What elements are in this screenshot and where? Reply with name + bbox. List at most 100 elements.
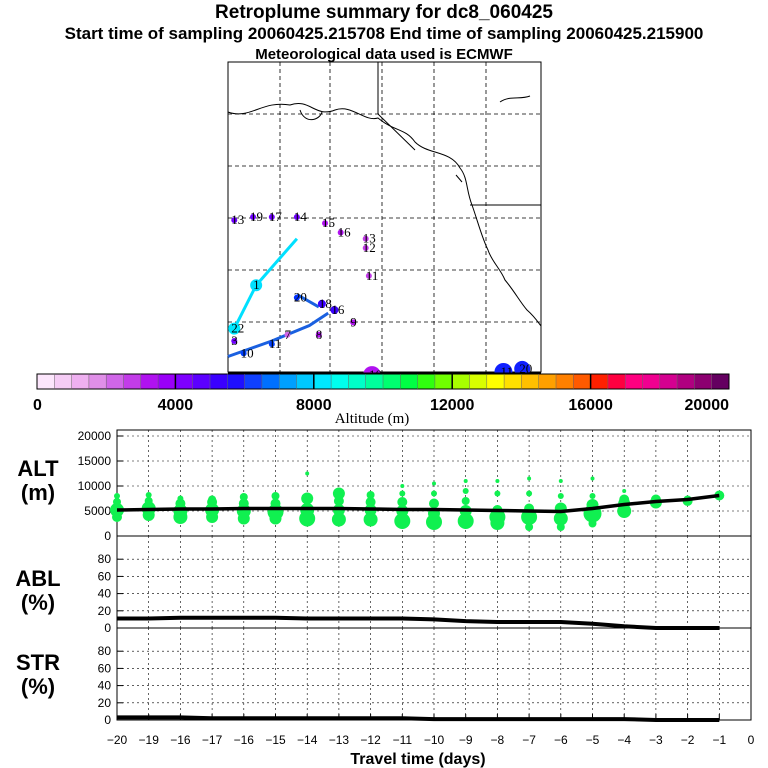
colorbar-swatch — [607, 374, 626, 389]
altitude-cluster-point — [399, 490, 406, 497]
trajectory-track — [227, 311, 330, 358]
x-axis-label: Travel time (days) — [350, 751, 485, 768]
x-tick-label: 0 — [748, 733, 755, 747]
altitude-cluster-point — [589, 493, 596, 499]
x-tick-label: −16 — [234, 733, 255, 747]
colorbar-swatch — [452, 374, 470, 389]
trajectory-point — [362, 235, 369, 242]
x-tick-label: −17 — [202, 733, 223, 747]
trajectory-point-label: 17 — [269, 209, 283, 224]
trajectory-point — [268, 341, 275, 348]
x-tick-label: −13 — [329, 733, 350, 747]
altitude-cluster-point — [426, 514, 442, 530]
colorbar-swatch — [54, 374, 73, 389]
altitude-cluster-point — [494, 490, 501, 497]
x-tick-label: −2 — [681, 733, 695, 747]
colorbar-swatch — [348, 374, 367, 389]
y-tick-label: 40 — [98, 679, 112, 693]
x-tick-label: −6 — [554, 733, 568, 747]
altitude-cluster-point — [429, 498, 439, 509]
y-tick-label: 20 — [98, 604, 112, 618]
trajectory-point-label: 9 — [350, 314, 357, 329]
altitude-cluster-point — [332, 487, 345, 500]
trajectory-point — [250, 279, 263, 292]
colorbar-swatch — [625, 374, 643, 389]
colorbar-tick-label: 8000 — [296, 397, 332, 414]
time-series-panels: 05000100001500020000ALT(m)020406080ABL(%… — [15, 429, 754, 768]
colorbar-swatch — [434, 374, 453, 389]
y-tick-label: 15000 — [78, 454, 112, 468]
altitude-cluster-point — [590, 476, 595, 481]
altitude-cluster-point — [366, 491, 375, 499]
colorbar-swatch — [296, 374, 315, 389]
altitude-cluster-point — [461, 497, 470, 505]
colorbar-swatch — [279, 374, 297, 389]
colorbar-swatch — [331, 374, 349, 389]
trajectory-point-label: 16 — [338, 225, 352, 240]
colorbar-tick-label: 12000 — [430, 397, 475, 414]
trajectory-point — [365, 272, 372, 279]
panel-ylabel: (m) — [21, 480, 55, 505]
trajectory-point — [322, 220, 329, 227]
trajectory-point — [293, 214, 300, 220]
median-altitude-line — [116, 493, 720, 514]
panel-ylabel: (%) — [21, 674, 55, 699]
colorbar-swatch — [677, 374, 695, 389]
colorbar-swatch — [192, 374, 211, 389]
y-tick-label: 0 — [104, 621, 111, 635]
x-tick-label: −14 — [297, 733, 318, 747]
colorbar-swatch — [158, 374, 176, 389]
trajectory-point-label: 18 — [319, 296, 332, 311]
coastline — [227, 103, 542, 327]
x-tick-label: −3 — [649, 733, 663, 747]
map-bottom-edge — [228, 372, 541, 374]
altitude-colorbar: 0 4000 8000 12000 16000 20000 Altitude (m) — [33, 373, 730, 427]
altitude-cluster-point — [463, 479, 468, 483]
altitude-cluster-point — [144, 497, 153, 505]
trajectory-point-label: 20 — [294, 290, 307, 305]
altitude-cluster-point — [527, 476, 532, 481]
panel-ylabel: ABL — [15, 566, 60, 591]
y-tick-label: 40 — [98, 587, 112, 601]
colorbar-swatch — [71, 374, 90, 389]
trajectory-point — [330, 306, 339, 314]
trajectory-point-label: 20 — [519, 361, 532, 376]
altitude-cluster-point — [271, 492, 280, 500]
colorbar-swatch — [642, 374, 661, 389]
trajectory-point-label: 16 — [331, 302, 345, 317]
altitude-cluster-point — [619, 494, 630, 505]
y-tick-label: 0 — [104, 713, 111, 727]
trajectory-point — [231, 217, 238, 224]
colorbar-swatch — [365, 374, 384, 389]
altitude-cluster-point — [525, 523, 534, 531]
colorbar-swatch — [227, 374, 246, 389]
altitude-cluster-point — [431, 490, 437, 497]
colorbar-tick-label: 4000 — [158, 397, 194, 414]
x-tick-label: −5 — [586, 733, 600, 747]
x-tick-label: −19 — [139, 733, 160, 747]
colorbar-swatch — [140, 374, 159, 389]
altitude-cluster-point — [462, 488, 469, 494]
colorbar-tick-label: 0 — [33, 397, 42, 414]
trajectory-point-label: 15 — [322, 215, 335, 230]
panel-alt: 0 5000 10000 15000 20000 ALT(m) — [17, 429, 752, 543]
trajectory-point — [240, 350, 247, 357]
colorbar-swatch — [556, 374, 574, 389]
colorbar-swatch — [659, 374, 678, 389]
colorbar-swatch — [400, 374, 419, 389]
colorbar-swatch — [711, 374, 730, 389]
altitude-cluster-point — [457, 513, 474, 529]
met-data-subtitle: Meteorological data used is ECMWF — [255, 46, 513, 63]
str-percent-line — [117, 715, 720, 722]
trajectory-point-label: 13 — [363, 231, 376, 246]
y-tick-label: 80 — [98, 644, 112, 658]
colorbar-swatch — [313, 374, 332, 389]
altitude-cluster-point — [432, 481, 436, 486]
trajectory-point — [315, 331, 322, 338]
altitude-cluster-point — [114, 493, 120, 499]
y-tick-label: 0 — [104, 529, 111, 543]
colorbar-swatch — [538, 374, 557, 389]
chart-title: Retroplume summary for dc8_060425 — [215, 2, 553, 23]
trajectory-track — [296, 293, 320, 309]
